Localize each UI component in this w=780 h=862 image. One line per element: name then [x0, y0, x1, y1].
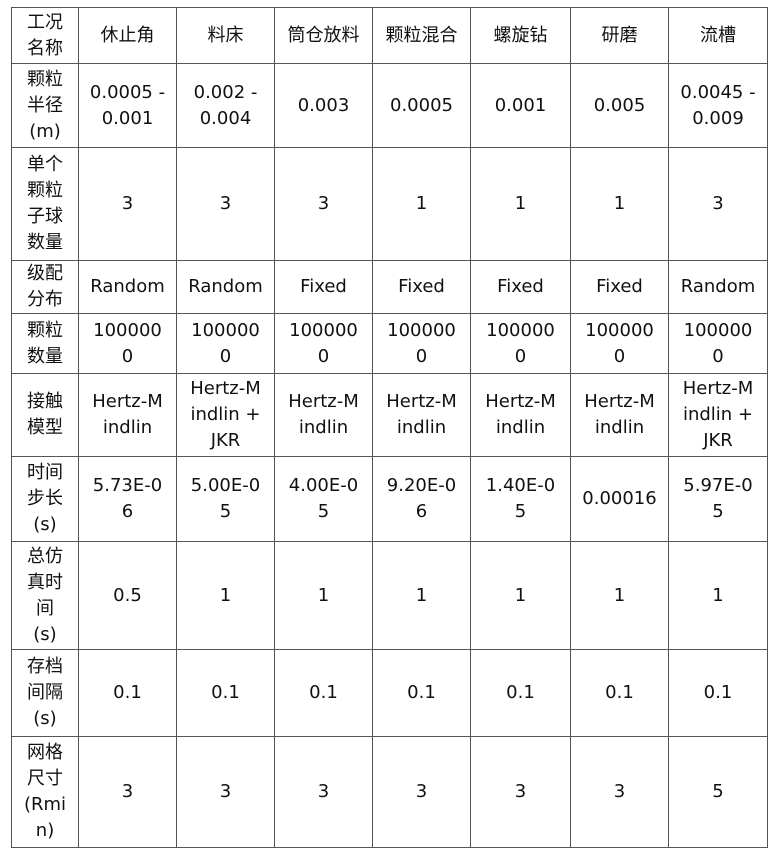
table-cell: Random — [668, 260, 768, 314]
table-cell: 0.0005 - 0.001 — [78, 63, 177, 148]
row-label: 工况 名称 — [11, 7, 79, 64]
table-cell: 3 — [372, 736, 471, 848]
table-cell: 3 — [176, 147, 275, 261]
table-cell: 100000 0 — [372, 313, 471, 374]
table-cell: 100000 0 — [470, 313, 571, 374]
table-cell: 100000 0 — [274, 313, 373, 374]
table-cell: 1 — [570, 147, 669, 261]
table-cell: Hertz-M indlin — [78, 373, 177, 457]
table-cell: 1 — [470, 147, 571, 261]
table-cell: 1 — [470, 541, 571, 650]
table-cell: 0.1 — [274, 649, 373, 737]
row-label: 时间 步长 (s) — [11, 456, 79, 542]
table-cell: 0.1 — [78, 649, 177, 737]
table-cell: 1 — [372, 147, 471, 261]
column-header: 筒仓放料 — [274, 7, 373, 64]
table-cell: Hertz-M indlin — [470, 373, 571, 457]
row-label: 网格 尺寸 (Rmi n) — [11, 736, 79, 848]
table-cell: Random — [78, 260, 177, 314]
table-cell: 100000 0 — [570, 313, 669, 374]
table-cell: 1 — [274, 541, 373, 650]
table-cell: 0.1 — [570, 649, 669, 737]
table-cell: 5.73E-0 6 — [78, 456, 177, 542]
table-cell: 1 — [176, 541, 275, 650]
table-row: 网格 尺寸 (Rmi n) 3 3 3 3 3 3 5 — [11, 736, 768, 848]
table-row: 存档 间隔 (s) 0.1 0.1 0.1 0.1 0.1 0.1 0.1 — [11, 649, 768, 737]
header-row: 工况 名称 休止角 料床 筒仓放料 颗粒混合 螺旋钻 研磨 流槽 — [11, 7, 768, 64]
table-cell: Fixed — [274, 260, 373, 314]
table-cell: 3 — [274, 736, 373, 848]
table-cell: 5.00E-0 5 — [176, 456, 275, 542]
row-label: 接触 模型 — [11, 373, 79, 457]
table-cell: 1 — [372, 541, 471, 650]
table-cell: Fixed — [470, 260, 571, 314]
row-label: 颗粒 数量 — [11, 313, 79, 374]
table-cell: Hertz-M indlin — [372, 373, 471, 457]
column-header: 流槽 — [668, 7, 768, 64]
table-cell: 0.005 — [570, 63, 669, 148]
table-row: 颗粒 半径 (m) 0.0005 - 0.001 0.002 - 0.004 0.00… — [11, 63, 768, 148]
table-cell: Hertz-M indlin — [570, 373, 669, 457]
table-cell: Hertz-M indlin + JKR — [176, 373, 275, 457]
table-cell: Hertz-M indlin — [274, 373, 373, 457]
table-cell: 0.001 — [470, 63, 571, 148]
table-cell: 3 — [470, 736, 571, 848]
table-row: 时间 步长 (s) 5.73E-0 6 5.00E-0 5 4.00E-0 5 9.20… — [11, 456, 768, 542]
table-cell: 0.1 — [176, 649, 275, 737]
table-cell: 0.002 - 0.004 — [176, 63, 275, 148]
table-cell: 1 — [570, 541, 669, 650]
column-header: 研磨 — [570, 7, 669, 64]
row-label: 单个 颗粒 子球 数量 — [11, 147, 79, 261]
table-cell: Fixed — [570, 260, 669, 314]
column-header: 螺旋钻 — [470, 7, 571, 64]
table-cell: 0.003 — [274, 63, 373, 148]
table-cell: Random — [176, 260, 275, 314]
row-label: 级配 分布 — [11, 260, 79, 314]
table-row: 接触 模型 Hertz-M indlin Hertz-M indlin + JKR H… — [11, 373, 768, 457]
table-cell: 3 — [274, 147, 373, 261]
table-cell: 0.1 — [470, 649, 571, 737]
table-cell: 3 — [570, 736, 669, 848]
column-header: 颗粒混合 — [372, 7, 471, 64]
table-row: 总仿 真时 间 (s) 0.5 1 1 1 1 1 1 — [11, 541, 768, 650]
table-cell: 3 — [78, 736, 177, 848]
table-cell: 1 — [668, 541, 768, 650]
row-label: 总仿 真时 间 (s) — [11, 541, 79, 650]
table-cell: 100000 0 — [668, 313, 768, 374]
table-cell: 0.0005 — [372, 63, 471, 148]
table-row: 颗粒 数量 100000 0 100000 0 100000 0 100000 0 100… — [11, 313, 768, 374]
table-cell: 0.5 — [78, 541, 177, 650]
table-cell: 3 — [176, 736, 275, 848]
table-cell: 0.1 — [372, 649, 471, 737]
column-header: 料床 — [176, 7, 275, 64]
table-cell: 5 — [668, 736, 768, 848]
table-cell: 100000 0 — [176, 313, 275, 374]
table-cell: Hertz-M indlin + JKR — [668, 373, 768, 457]
table-cell: Fixed — [372, 260, 471, 314]
table-cell: 0.1 — [668, 649, 768, 737]
column-header: 休止角 — [78, 7, 177, 64]
table-cell: 0.0045 - 0.009 — [668, 63, 768, 148]
table-row: 单个 颗粒 子球 数量 3 3 3 1 1 1 3 — [11, 147, 768, 261]
table-cell: 4.00E-0 5 — [274, 456, 373, 542]
table-cell: 3 — [668, 147, 768, 261]
table-cell: 3 — [78, 147, 177, 261]
table-cell: 1.40E-0 5 — [470, 456, 571, 542]
table-cell: 100000 0 — [78, 313, 177, 374]
table-cell: 9.20E-0 6 — [372, 456, 471, 542]
table-row: 级配 分布 Random Random Fixed Fixed Fixed Fixed Ran… — [11, 260, 768, 314]
table-cell: 0.00016 — [570, 456, 669, 542]
simulation-parameters-table: 工况 名称 休止角 料床 筒仓放料 颗粒混合 螺旋钻 研磨 流槽 颗粒 半径 (m) 0.0005… — [11, 7, 768, 848]
row-label: 存档 间隔 (s) — [11, 649, 79, 737]
row-label: 颗粒 半径 (m) — [11, 63, 79, 148]
table-cell: 5.97E-0 5 — [668, 456, 768, 542]
